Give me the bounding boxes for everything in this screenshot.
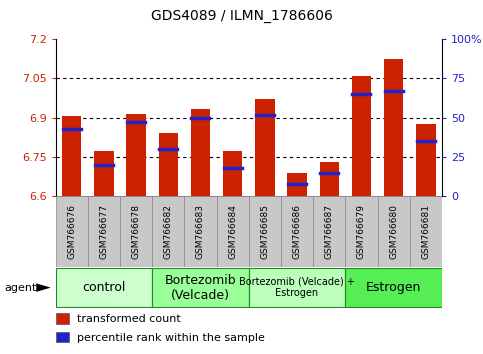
Text: Bortezomib (Velcade) +
Estrogen: Bortezomib (Velcade) + Estrogen [239,277,355,298]
Bar [287,173,307,196]
Text: transformed count: transformed count [77,314,181,324]
Polygon shape [36,283,51,292]
Bar [94,150,114,196]
Bar [249,196,281,267]
FancyBboxPatch shape [249,268,345,307]
Text: GDS4089 / ILMN_1786606: GDS4089 / ILMN_1786606 [151,9,332,23]
Bar [56,196,88,267]
Bar [185,196,216,267]
Text: Estrogen: Estrogen [366,281,421,294]
Text: GSM766680: GSM766680 [389,204,398,259]
FancyBboxPatch shape [152,268,249,307]
Text: GSM766685: GSM766685 [260,204,270,259]
Bar [88,196,120,267]
Bar [320,162,339,196]
Text: GSM766683: GSM766683 [196,204,205,259]
Bar [191,109,210,196]
Bar [216,196,249,267]
Bar [158,133,178,196]
Bar [281,196,313,267]
Bar [56,332,69,342]
Text: control: control [82,281,126,294]
Bar [416,124,436,196]
Text: GSM766678: GSM766678 [131,204,141,259]
Bar [120,196,152,267]
Text: GSM766677: GSM766677 [99,204,108,259]
FancyBboxPatch shape [56,268,152,307]
Bar [127,114,146,196]
Text: GSM766676: GSM766676 [67,204,76,259]
Text: agent: agent [5,282,37,293]
Text: GSM766686: GSM766686 [293,204,301,259]
Text: percentile rank within the sample: percentile rank within the sample [77,333,265,343]
Bar [410,196,442,267]
Text: GSM766687: GSM766687 [325,204,334,259]
Bar [255,99,274,196]
Text: GSM766681: GSM766681 [421,204,430,259]
Text: GSM766682: GSM766682 [164,204,173,259]
Bar [56,313,69,324]
Bar [352,76,371,196]
Bar [62,116,81,196]
Text: Bortezomib
(Velcade): Bortezomib (Velcade) [165,274,236,302]
Bar [152,196,185,267]
Bar [378,196,410,267]
FancyBboxPatch shape [345,268,442,307]
Bar [384,59,403,196]
Bar [313,196,345,267]
Text: GSM766679: GSM766679 [357,204,366,259]
Bar [345,196,378,267]
Text: GSM766684: GSM766684 [228,204,237,259]
Bar [223,150,242,196]
